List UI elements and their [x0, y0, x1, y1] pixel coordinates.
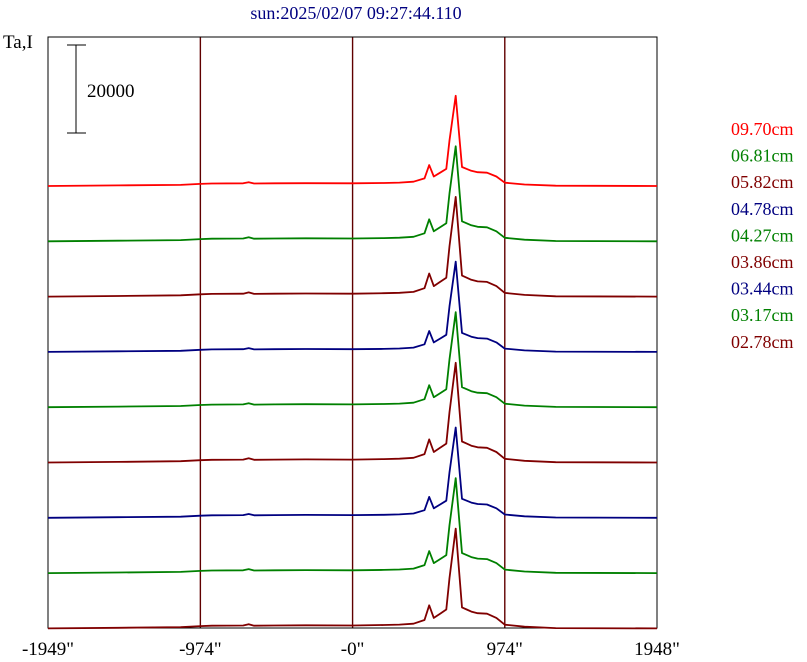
x-tick-label-2: -0" [341, 639, 365, 660]
series-line-02.78cm [47, 527, 658, 630]
chart-title: sun:2025/02/07 09:27:44.110 [250, 3, 461, 23]
scale-bar-label: 20000 [87, 81, 135, 102]
series-line-04.27cm [47, 311, 658, 409]
legend-entry-06.81cm: 06.81cm [731, 146, 794, 166]
series-line-09.70cm [47, 94, 658, 187]
series-line-03.86cm [47, 361, 658, 464]
legend: 09.70cm 06.81cm 05.82cm 04.78cm 04.27cm 03.86… [731, 119, 794, 352]
series-line-04.78cm [47, 260, 658, 353]
scale-bar: 20000 [67, 44, 135, 134]
legend-entry-04.27cm: 04.27cm [731, 225, 794, 245]
legend-entry-03.44cm: 03.44cm [731, 279, 794, 299]
series-line-03.44cm [47, 426, 658, 519]
series-line-05.82cm [47, 196, 658, 298]
vertical-gridlines [199, 37, 506, 628]
x-tick-label-4: 1948" [634, 639, 680, 660]
legend-entry-04.78cm: 04.78cm [731, 199, 794, 219]
x-tick-label-0: -1949" [22, 639, 74, 660]
series-line-06.81cm [47, 145, 658, 243]
x-tick-labels: -1949" -974" -0" 974" 1948" [22, 639, 680, 660]
x-tick-label-3: 974" [487, 639, 523, 660]
legend-entry-09.70cm: 09.70cm [731, 119, 794, 139]
legend-entry-03.86cm: 03.86cm [731, 252, 794, 272]
series-line-03.17cm [47, 477, 658, 574]
legend-entry-02.78cm: 02.78cm [731, 332, 794, 352]
series-layer [47, 94, 658, 630]
legend-entry-03.17cm: 03.17cm [731, 305, 794, 325]
legend-entry-05.82cm: 05.82cm [731, 172, 794, 192]
y-axis-label: Ta,I [3, 32, 33, 53]
plot-frame [47, 36, 658, 629]
x-tick-label-1: -974" [179, 639, 222, 660]
